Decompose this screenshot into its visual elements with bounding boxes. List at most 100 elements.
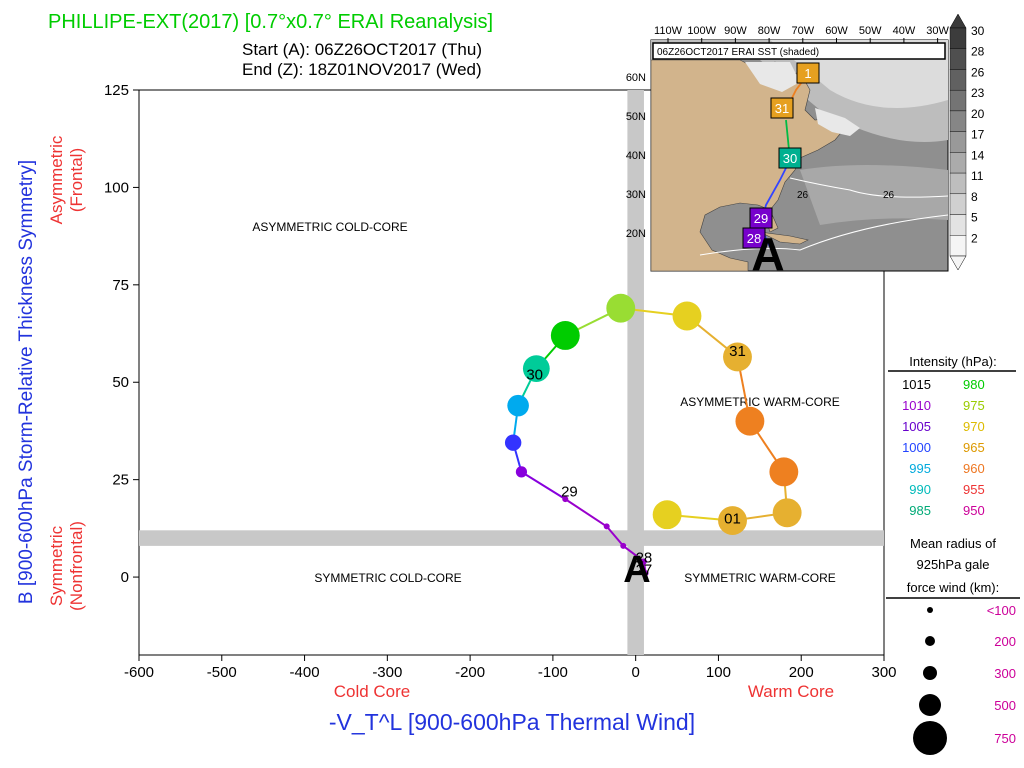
radius-marker	[925, 636, 935, 646]
day-label: 27	[636, 561, 653, 578]
map-start-marker: A	[751, 228, 784, 280]
map-track-label: 29	[754, 211, 768, 226]
colorbar-label: 23	[971, 86, 985, 100]
track-point	[562, 496, 569, 503]
vertical-band	[627, 90, 644, 655]
track-point	[515, 466, 528, 478]
intensity-legend-title: Intensity (hPa):	[909, 354, 996, 369]
track-segment	[564, 498, 608, 528]
colorbar-step	[949, 131, 967, 153]
colorbar-step	[949, 110, 967, 132]
track-point	[672, 301, 702, 331]
colorbar-step	[949, 235, 967, 257]
quadrant-top-left: ASYMMETRIC COLD-CORE	[252, 220, 407, 234]
track-point	[642, 570, 649, 577]
end-time: End (Z): 18Z01NOV2017 (Wed)	[242, 60, 482, 79]
colorbar-step	[949, 89, 967, 112]
track-point	[769, 457, 799, 487]
y-axis-title: B [900-600hPa Storm-Relative Thickness S…	[16, 160, 37, 604]
contour-label-2: 26	[883, 190, 895, 201]
colorbar-bottom-arrow	[949, 255, 967, 271]
track-point	[504, 434, 522, 451]
storm-track	[504, 293, 802, 577]
map-lat-label: 20N	[626, 228, 646, 240]
radius-legend-title-3: force wind (km):	[907, 580, 999, 595]
intensity-value: 990	[909, 482, 931, 497]
intensity-value: 995	[909, 461, 931, 476]
track-point	[772, 498, 802, 528]
colorbar-label: 2	[971, 231, 978, 245]
y-tick-label: 25	[112, 472, 129, 489]
y-bottom-label-1: Symmetric	[47, 525, 66, 606]
contour-label-1: 26	[797, 190, 809, 201]
map-lon-label: 40W	[893, 25, 916, 37]
radius-marker	[927, 607, 933, 613]
intensity-value: 1010	[902, 398, 931, 413]
intensity-value: 950	[963, 503, 985, 518]
intensity-value: 980	[963, 377, 985, 392]
y-top-label-1: Asymmetric	[47, 135, 66, 224]
x-left-label: Cold Core	[334, 682, 411, 701]
radius-marker	[919, 694, 941, 716]
track-point	[735, 406, 765, 436]
colorbar-label: 11	[971, 169, 984, 183]
radius-value: 300	[994, 666, 1016, 681]
track-segment	[622, 545, 645, 563]
quadrant-top-right: ASYMMETRIC WARM-CORE	[680, 395, 840, 409]
intensity-value: 1015	[902, 377, 931, 392]
x-tick-label: -600	[124, 664, 154, 681]
x-tick-label: -500	[207, 664, 237, 681]
colorbar-label: 17	[971, 128, 985, 142]
radius-legend: Mean radius of 925hPa gale force wind (k…	[886, 536, 1020, 755]
intensity-legend: Intensity (hPa): 1015 980 1010 975 1005 970 10…	[888, 354, 1016, 518]
map-track-box	[742, 227, 766, 249]
track-point	[640, 558, 647, 565]
map-lon-label: 110W	[654, 25, 683, 37]
colorbar-label: 5	[971, 211, 978, 225]
colorbar-step	[949, 27, 967, 49]
reference-bands	[139, 90, 884, 655]
map-lat-label: 30N	[626, 189, 646, 201]
intensity-value: 1005	[902, 419, 931, 434]
colorbar-step	[949, 69, 967, 91]
map-track-label: 31	[775, 101, 789, 116]
track-point	[718, 506, 747, 536]
track-point	[606, 293, 636, 323]
map-lon-label: 70W	[791, 25, 814, 37]
colorbar-top-arrow	[949, 13, 967, 29]
x-tick-label: 300	[871, 664, 896, 681]
x-axis-ticks: -600 -500 -400 -300 -200 -100 0 100 200 300	[124, 655, 897, 681]
y-axis-ticks: 0 25 50 75 100 125	[104, 82, 139, 586]
sst-inset-map: 26 26 1 31 30 29 28 A 06Z26OCT2017 ERAI SST …	[626, 25, 950, 280]
colorbar-step	[949, 193, 967, 215]
y-top-label-2: (Frontal)	[67, 148, 86, 212]
track-segment	[605, 525, 625, 547]
track-point	[652, 500, 682, 530]
map-track-label: 28	[747, 231, 761, 246]
map-track-box	[770, 97, 794, 119]
map-lon-label: 80W	[758, 25, 781, 37]
intensity-value: 965	[963, 440, 985, 455]
day-label: 28	[636, 550, 653, 567]
track-point	[522, 355, 550, 383]
y-tick-label: 75	[112, 277, 129, 294]
map-track-label: 30	[783, 151, 797, 166]
y-tick-label: 100	[104, 179, 129, 196]
map-lat-label: 40N	[626, 150, 646, 162]
map-lon-label: 50W	[859, 25, 882, 37]
map-title-box	[652, 42, 946, 60]
x-right-label: Warm Core	[748, 682, 834, 701]
intensity-value: 960	[963, 461, 985, 476]
map-title: 06Z26OCT2017 ERAI SST (shaded)	[657, 47, 819, 58]
map-lon-label: 90W	[724, 25, 747, 37]
map-lon-label: 60W	[825, 25, 848, 37]
map-track-label: 1	[804, 66, 811, 81]
colorbar-label: 30	[971, 24, 985, 38]
radius-legend-title-2: 925hPa gale	[916, 557, 989, 572]
y-tick-label: 50	[112, 374, 129, 391]
map-lon-label: 100W	[687, 25, 716, 37]
y-bottom-label-2: (Nonfrontal)	[67, 521, 86, 611]
x-tick-label: 100	[706, 664, 731, 681]
